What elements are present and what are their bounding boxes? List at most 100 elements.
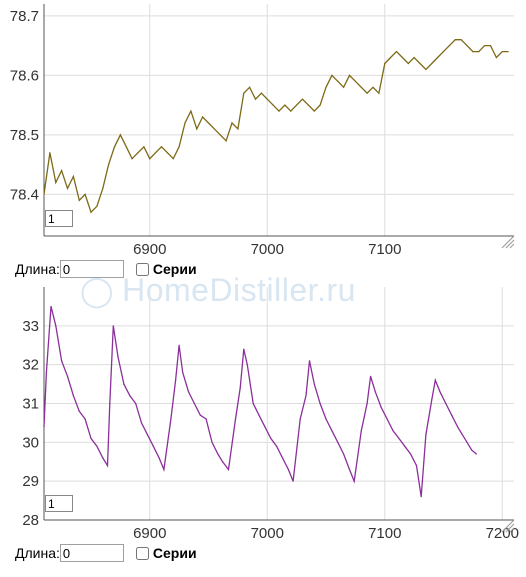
data-point — [284, 104, 286, 106]
data-point — [472, 50, 474, 53]
series-checkbox-2[interactable] — [135, 546, 149, 560]
resize-grip-icon[interactable] — [501, 519, 515, 533]
data-point — [196, 128, 198, 130]
data-point — [354, 80, 356, 82]
x-tick-label: 6900 — [133, 525, 166, 542]
data-point — [102, 457, 104, 459]
grip-line — [505, 523, 515, 533]
data-point — [292, 480, 294, 482]
data-point — [125, 146, 127, 148]
data-point — [96, 205, 98, 207]
data-point — [425, 433, 427, 436]
data-point — [55, 181, 57, 184]
data-point — [239, 387, 241, 389]
grip-line — [509, 243, 515, 249]
bottom-temperature-chart: 6900 7000 7100 7200 28 29 30 31 32 33 — [22, 287, 519, 542]
x-tick-label: 7100 — [368, 241, 401, 258]
data-point — [140, 422, 143, 424]
data-point — [61, 360, 63, 362]
data-point — [264, 426, 266, 428]
data-point — [43, 193, 45, 195]
data-point — [343, 86, 345, 88]
data-point — [270, 437, 272, 440]
data-point — [448, 45, 450, 47]
data-point — [260, 92, 262, 94]
y-tick-label: 33 — [22, 318, 39, 335]
data-point — [431, 399, 433, 401]
data-point — [384, 62, 386, 65]
data-point — [129, 395, 131, 397]
data-point — [217, 453, 219, 455]
data-point — [102, 187, 104, 190]
data-point — [178, 344, 180, 346]
data-point — [507, 50, 509, 53]
data-point — [222, 461, 224, 463]
data-point — [182, 371, 184, 374]
data-point — [207, 122, 210, 124]
top-temperature-chart: 6900 7000 7100 78.4 78.5 78.6 78.7 — [10, 4, 515, 258]
chart1-controls: Длина: Серии — [15, 259, 197, 279]
series-line — [43, 39, 509, 214]
data-point — [386, 418, 388, 420]
data-point — [135, 402, 137, 405]
data-point — [415, 465, 418, 467]
x-tick-label: 7000 — [251, 241, 284, 258]
data-point — [119, 134, 121, 136]
data-point — [495, 56, 497, 59]
roll-period-input-1[interactable] — [45, 210, 73, 227]
data-point — [66, 187, 69, 190]
data-point — [461, 433, 463, 436]
data-point — [158, 457, 160, 459]
data-point — [146, 433, 148, 436]
data-point — [305, 395, 307, 397]
y-tick-label: 29 — [22, 473, 39, 490]
length-label: Длина: — [15, 545, 60, 561]
data-point — [199, 414, 201, 416]
data-point — [66, 375, 69, 377]
data-point — [193, 402, 195, 405]
data-point — [380, 406, 382, 408]
data-point — [72, 175, 74, 178]
data-point — [276, 445, 278, 447]
series-checkbox-1[interactable] — [135, 262, 149, 276]
data-point — [96, 445, 98, 447]
roll-period-input-2[interactable] — [45, 495, 73, 512]
length-input-1[interactable] — [59, 260, 124, 278]
length-input-2[interactable] — [59, 544, 124, 562]
data-point — [234, 418, 237, 420]
grip-line — [509, 527, 515, 533]
data-point — [281, 457, 284, 459]
data-point — [227, 468, 230, 471]
data-point — [437, 56, 439, 59]
data-point — [360, 430, 362, 432]
x-tick-label: 7100 — [368, 525, 401, 542]
y-tick-label: 30 — [22, 434, 39, 451]
data-point — [353, 480, 355, 482]
x-tick-label: 7000 — [251, 525, 284, 542]
data-point — [319, 104, 321, 106]
resize-grip-icon[interactable] — [501, 235, 515, 249]
data-point — [137, 152, 139, 154]
data-point — [213, 128, 215, 130]
data-point — [117, 356, 119, 358]
data-point — [366, 92, 368, 94]
data-point — [501, 50, 503, 53]
data-point — [187, 391, 190, 393]
data-point — [404, 445, 406, 447]
data-point — [372, 86, 374, 88]
data-point — [172, 158, 174, 160]
data-point — [108, 164, 110, 166]
data-point — [84, 418, 86, 420]
data-point — [325, 86, 327, 88]
data-point — [237, 128, 239, 130]
grip-line — [505, 239, 515, 249]
data-point — [460, 39, 462, 41]
data-point — [166, 152, 168, 154]
y-tick-label: 31 — [22, 396, 39, 413]
series-label: Серии — [152, 545, 197, 561]
data-point — [337, 80, 339, 82]
data-point — [475, 453, 477, 455]
data-point — [313, 383, 315, 385]
data-point — [390, 56, 392, 59]
data-point — [478, 50, 480, 53]
